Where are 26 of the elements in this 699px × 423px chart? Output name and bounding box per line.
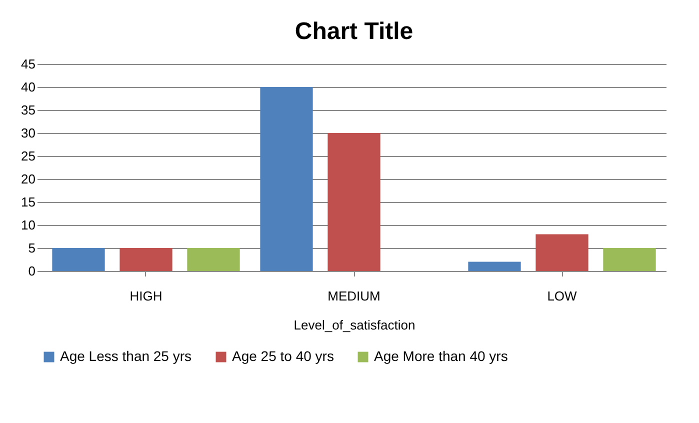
y-tick-label: 45 — [21, 56, 36, 72]
y-tick-label: 30 — [21, 126, 36, 140]
legend-label: Age 25 to 40 yrs — [232, 348, 334, 364]
y-tick-label: 35 — [21, 102, 36, 118]
bar — [468, 262, 521, 271]
y-tick-label: 0 — [28, 264, 36, 278]
x-axis-title: Level_of_satisfaction — [294, 318, 416, 332]
x-tick-label: HIGH — [130, 288, 162, 304]
bar — [120, 248, 172, 271]
y-tick-label: 20 — [21, 172, 36, 186]
bar — [328, 133, 380, 271]
bar — [603, 248, 656, 271]
bar — [260, 87, 313, 271]
legend-label: Age Less than 25 yrs — [60, 348, 192, 364]
legend-label: Age More than 40 yrs — [374, 348, 508, 364]
x-tick-label: LOW — [547, 288, 578, 304]
bar — [187, 248, 240, 271]
bar — [536, 234, 588, 271]
y-tick-label: 10 — [21, 218, 36, 232]
y-tick-label: 15 — [21, 194, 36, 210]
y-tick-label: 25 — [21, 148, 36, 164]
bar — [52, 248, 105, 271]
y-tick-label: 5 — [28, 240, 36, 256]
chart-title: Chart Title — [294, 18, 414, 45]
y-tick-label: 40 — [21, 80, 36, 94]
x-tick-label: MEDIUM — [328, 288, 380, 304]
